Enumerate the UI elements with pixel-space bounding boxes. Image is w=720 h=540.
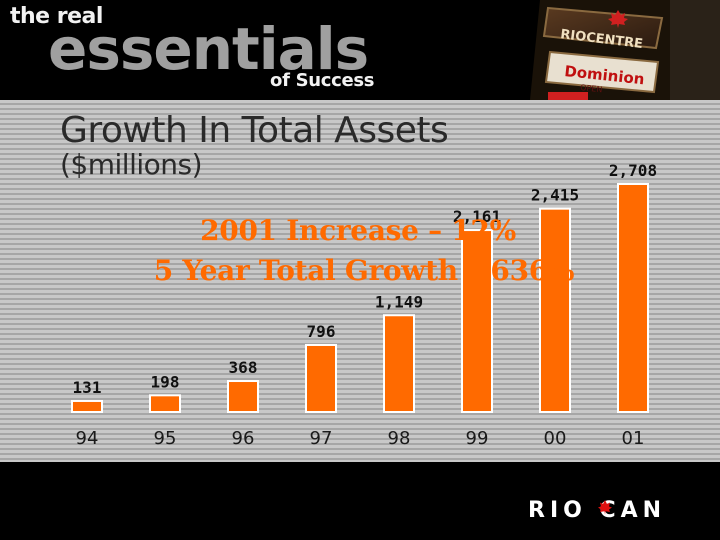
x-tick-95: 95	[154, 428, 177, 449]
data-label-01: 2,708	[609, 161, 657, 180]
brand-line-3: of Success	[270, 70, 375, 91]
annotation-increase: 2001 Increase – 12%	[200, 214, 516, 247]
maple-leaf-icon	[598, 500, 612, 515]
x-tick-01: 01	[622, 428, 645, 449]
x-tick-94: 94	[76, 428, 99, 449]
footer	[0, 462, 720, 540]
data-label-98: 1,149	[375, 292, 423, 311]
bar-94	[71, 399, 103, 414]
data-label-94: 131	[73, 378, 102, 397]
annotation-total-growth: 5 Year Total Growth – 636%	[153, 254, 575, 287]
bar-01	[617, 183, 649, 413]
bar-00	[539, 207, 571, 413]
brand-line-2: essentials	[48, 15, 369, 83]
bar-98	[383, 314, 415, 413]
x-tick-00: 00	[544, 428, 567, 449]
data-label-96: 368	[229, 358, 258, 377]
x-tick-99: 99	[466, 428, 489, 449]
data-label-00: 2,415	[531, 186, 579, 205]
x-tick-96: 96	[232, 428, 255, 449]
logo-text: RIO CAN	[528, 498, 666, 520]
chart-subtitle: ($millions)	[60, 148, 203, 181]
bar-99	[461, 229, 493, 413]
data-label-95: 198	[151, 372, 180, 391]
maple-leaf-icon	[608, 10, 628, 28]
data-label-99: 2,161	[453, 207, 501, 226]
bar-97	[305, 343, 337, 414]
x-tick-98: 98	[388, 428, 411, 449]
header-banner: the real essentials of Success RIOCENTRE…	[0, 0, 720, 100]
riocentre-sign-image: RIOCENTRE Dominion OPEN	[530, 0, 720, 100]
brand-line-1: the real	[10, 4, 103, 29]
sign-text-open: OPEN	[580, 83, 603, 94]
chart-panel: Growth In Total Assets ($millions) 131 94…	[0, 100, 720, 462]
bar-95	[149, 394, 181, 414]
x-tick-97: 97	[310, 428, 333, 449]
bar-chart: 131 94 198 95 368 96 796 97 1,149 98 2,161 99 2,415 0…	[71, 161, 657, 449]
riocan-logo: RIO CAN	[528, 498, 666, 520]
chart-title: Growth In Total Assets	[60, 110, 449, 151]
bar-96	[227, 380, 259, 413]
data-label-97: 796	[307, 322, 336, 341]
